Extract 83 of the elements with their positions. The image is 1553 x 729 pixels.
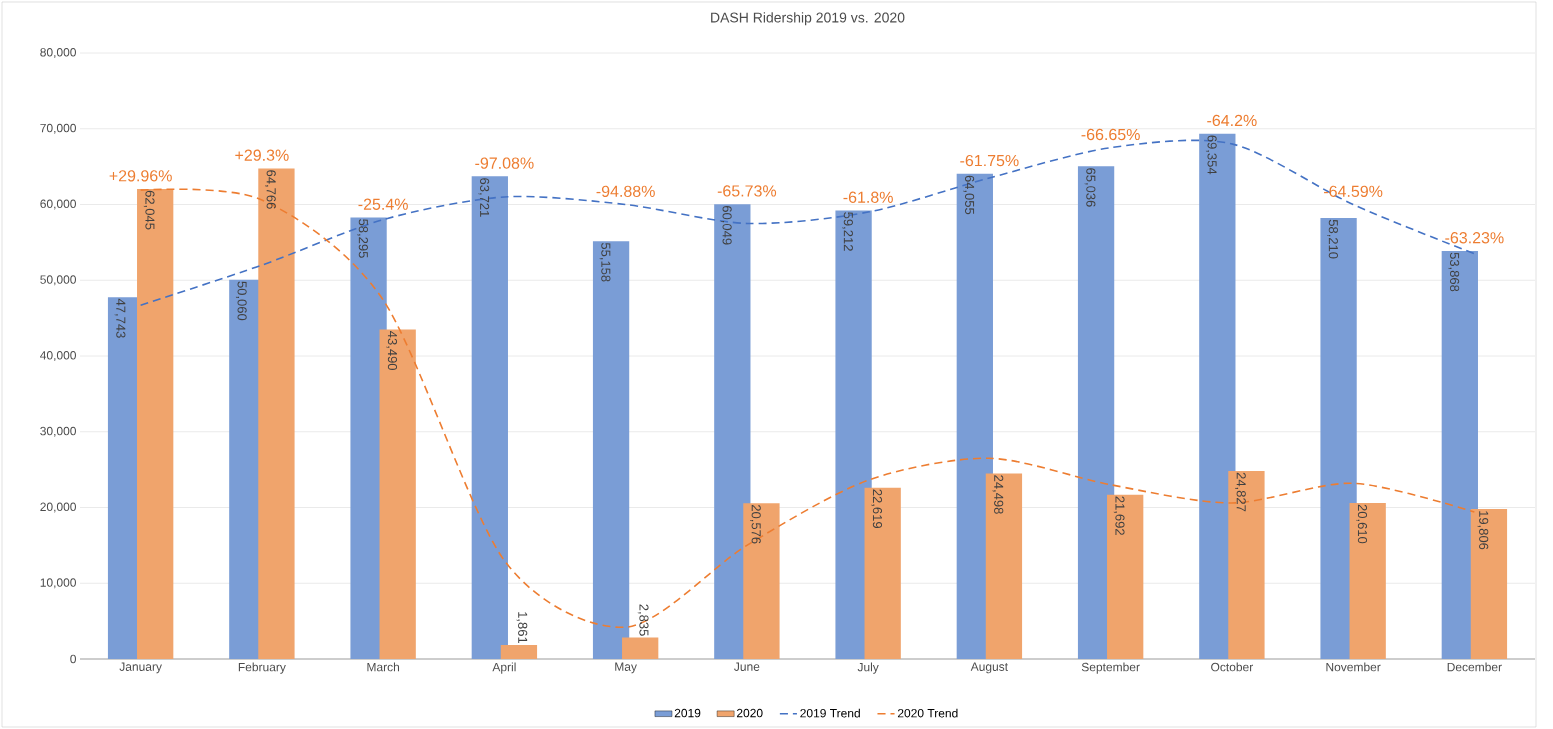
- data-label: 64,766: [265, 170, 276, 209]
- data-label: 50,060: [235, 281, 247, 321]
- bar: [864, 487, 901, 659]
- y-tick-label: 80,000: [40, 48, 76, 58]
- data-label: 21,692: [1113, 496, 1125, 535]
- data-label: 69,354: [1205, 135, 1217, 175]
- x-tick-label: April: [492, 662, 516, 674]
- bar: [258, 168, 295, 659]
- annotation: -65.73%: [717, 185, 777, 197]
- x-tick-label: March: [367, 662, 400, 672]
- x-tick-label: August: [970, 662, 1008, 674]
- bar: [1349, 502, 1386, 659]
- annotation: +29.96%: [109, 170, 172, 182]
- legend-label: 2019: [674, 708, 701, 718]
- x-tick-label: December: [1447, 662, 1502, 672]
- legend-label: 2020: [736, 708, 763, 718]
- x-tick-label: September: [1081, 662, 1140, 674]
- bar: [500, 644, 538, 659]
- bar: [137, 189, 174, 659]
- bar: [592, 241, 630, 659]
- data-label: 63,721: [478, 178, 490, 217]
- annotation: -97.08%: [475, 157, 534, 169]
- annotation: -64.2%: [1207, 114, 1257, 127]
- data-label: 59,212: [842, 212, 853, 251]
- data-label: 24,827: [1235, 472, 1246, 512]
- bar: [1077, 166, 1115, 659]
- data-label: 65,036: [1084, 168, 1096, 207]
- legend-label: 2020 Trend: [897, 708, 958, 718]
- x-tick-label: May: [615, 662, 637, 674]
- y-tick-label: 30,000: [40, 426, 76, 437]
- bar: [1107, 494, 1144, 659]
- data-label: 58,295: [357, 219, 368, 258]
- bar: [379, 329, 416, 659]
- legend-label: 2019 Trend: [800, 708, 860, 718]
- bar: [1199, 133, 1236, 659]
- bar: [714, 204, 751, 659]
- data-label: 19,806: [1477, 511, 1489, 550]
- data-label: 20,576: [750, 505, 761, 544]
- annotation: -61.8%: [843, 191, 893, 203]
- x-tick-label: October: [1211, 662, 1254, 672]
- bar: [622, 637, 659, 659]
- data-label: 64,055: [963, 175, 975, 215]
- x-tick-label: January: [119, 662, 162, 674]
- data-label: 58,210: [1327, 219, 1338, 259]
- x-tick-label: July: [857, 662, 879, 674]
- bar: [743, 503, 780, 659]
- y-tick-label: 70,000: [40, 123, 76, 134]
- y-tick-label: 0: [70, 654, 77, 664]
- annotation: -64.59%: [1324, 185, 1383, 197]
- data-label: 20,610: [1356, 504, 1368, 544]
- data-label: 62,045: [143, 190, 155, 230]
- bar: [1470, 508, 1508, 659]
- y-tick-label: 40,000: [40, 351, 76, 361]
- bar: [1228, 470, 1265, 659]
- bar: [835, 210, 872, 659]
- bar: [985, 473, 1023, 659]
- data-label: 47,743: [114, 298, 126, 338]
- x-tick-label: February: [238, 662, 286, 674]
- x-tick-label: November: [1326, 662, 1381, 672]
- annotation: -25.4%: [358, 198, 408, 210]
- data-label: 1,861: [516, 612, 528, 644]
- bar: [956, 173, 993, 659]
- bar: [1441, 250, 1478, 659]
- y-tick-label: 50,000: [40, 275, 76, 286]
- data-label: 2,835: [637, 604, 649, 636]
- y-tick-label: 20,000: [40, 502, 76, 513]
- data-label: 43,490: [386, 331, 398, 371]
- y-tick-label: 10,000: [40, 578, 76, 589]
- data-label: 22,619: [871, 489, 883, 529]
- data-label: 55,158: [599, 242, 611, 282]
- data-label: 60,049: [720, 205, 732, 245]
- x-tick-label: June: [734, 662, 760, 671]
- annotation: -63.23%: [1445, 232, 1504, 244]
- chart-title: DASH Ridership 2019 vs. 2020: [711, 12, 905, 26]
- bar: [471, 176, 508, 659]
- data-label: 24,498: [992, 475, 1004, 514]
- annotation: -66.65%: [1081, 128, 1140, 141]
- y-tick-label: 60,000: [40, 199, 76, 210]
- annotation: -94.88%: [596, 185, 655, 197]
- annotation: -61.75%: [960, 154, 1019, 167]
- bar: [1320, 218, 1357, 659]
- data-label: 53,868: [1448, 252, 1460, 292]
- annotation: +29.3%: [235, 149, 289, 161]
